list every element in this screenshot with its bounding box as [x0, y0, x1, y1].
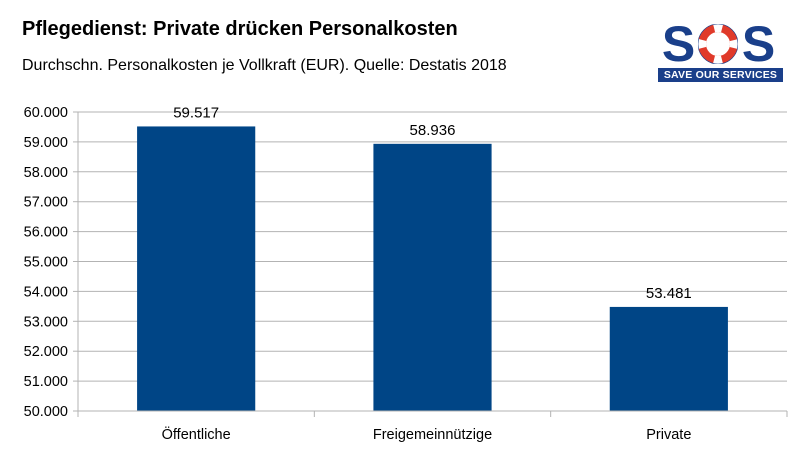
chart-title: Pflegedienst: Private drücken Personalko…	[22, 18, 458, 40]
lifebuoy-icon	[697, 23, 739, 65]
y-tick-label: 59.000	[24, 135, 68, 151]
logo-wordmark: S S	[658, 16, 783, 72]
y-tick-label: 60.000	[24, 105, 68, 121]
y-tick-label: 58.000	[24, 165, 68, 181]
data-labels: 59.517 58.936 53.481	[173, 104, 692, 301]
logo-tagline: SAVE OUR SERVICES	[658, 68, 783, 82]
axes	[73, 111, 788, 417]
bar	[137, 126, 256, 411]
logo-letter-s-right: S	[741, 16, 775, 72]
y-tick-label: 54.000	[24, 284, 68, 300]
y-tick-label: 57.000	[24, 195, 68, 211]
bars	[137, 126, 728, 411]
sos-logo: S S SAVE OUR SERVICES	[658, 16, 783, 82]
y-tick-label: 53.000	[24, 314, 68, 330]
y-tick-label: 56.000	[24, 225, 68, 241]
y-tick-labels: 50.000 51.000 52.000 53.000 54.000 55.000 56.0…	[24, 105, 68, 420]
x-category-label: Freigemeinnützige	[373, 427, 492, 443]
y-tick-label: 52.000	[24, 344, 68, 360]
bar-value-label: 53.481	[646, 285, 692, 302]
bar	[373, 143, 492, 411]
x-category-label: Private	[646, 427, 691, 443]
y-tick-label: 55.000	[24, 255, 68, 271]
bar	[609, 306, 728, 411]
x-category-label: Öffentliche	[162, 425, 231, 443]
y-tick-label: 50.000	[24, 404, 68, 420]
bar-value-label: 58.936	[410, 122, 456, 139]
logo-letter-s-left: S	[661, 16, 695, 72]
x-category-labels: Öffentliche Freigemeinnützige Private	[162, 425, 692, 443]
y-tick-label: 51.000	[24, 374, 68, 390]
bar-value-label: 59.517	[173, 104, 219, 121]
chart-subtitle: Durchschn. Personalkosten je Vollkraft (…	[22, 57, 507, 74]
